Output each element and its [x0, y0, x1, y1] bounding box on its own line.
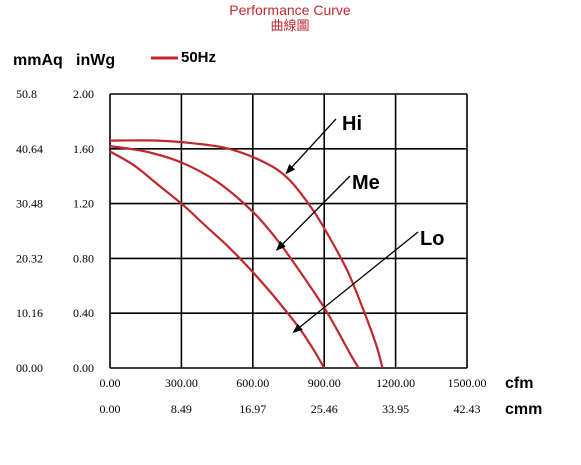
curve-lo: [109, 150, 326, 369]
y-tick-label-inwg: 0.00: [73, 361, 94, 375]
x-tick-label-cfm: 900.00: [308, 376, 341, 390]
x-tick-label-cmm: 42.43: [454, 402, 481, 416]
legend: 50Hz: [151, 49, 216, 66]
y-tick-label-mmaq: 00.00: [16, 361, 43, 375]
curve-hi: [109, 139, 384, 369]
y-tick-label-mmaq: 40.64: [16, 142, 43, 156]
y-tick-label-inwg: 1.20: [73, 197, 94, 211]
x-unit-cmm: cmm: [505, 401, 542, 418]
x-tick-label-cfm: 1200.00: [376, 376, 415, 390]
y-tick-label-inwg: 2.00: [73, 87, 94, 101]
x-tick-label-cmm: 16.97: [239, 402, 266, 416]
y-tick-label-mmaq: 50.8: [16, 87, 37, 101]
curve-me: [109, 145, 360, 369]
x-tick-label-cmm: 25.46: [311, 402, 338, 416]
x-tick-label-cmm: 8.49: [171, 402, 192, 416]
annotations: Hi Me Lo: [275, 113, 444, 334]
chart-subtitle: 曲線圖: [270, 18, 309, 33]
y-tick-label-mmaq: 10.16: [16, 306, 43, 320]
annotation-label-lo: Lo: [420, 228, 444, 250]
y-ticks: 2.00 1.60 1.20 0.80 0.40 0.00 50.8 40.64 30.48 20…: [16, 87, 94, 375]
legend-label-50hz: 50Hz: [181, 49, 216, 66]
x-tick-label-cfm: 600.00: [236, 376, 269, 390]
annotation-arrow-hi: [285, 118, 337, 175]
x-tick-label-cfm: 1500.00: [448, 376, 487, 390]
y-tick-label-mmaq: 30.48: [16, 197, 43, 211]
y-tick-label-mmaq: 20.32: [16, 251, 43, 265]
x-tick-label-cmm: 33.95: [382, 402, 409, 416]
chart-title: Performance Curve: [229, 2, 351, 18]
y-unit-inwg: inWg: [76, 52, 115, 69]
y-tick-label-inwg: 0.80: [73, 251, 94, 265]
annotation-label-hi: Hi: [342, 113, 362, 135]
x-ticks: 0.00 300.00 600.00 900.00 1200.00 1500.00 0.00…: [100, 376, 487, 416]
curves: [109, 139, 384, 369]
plot-grid: [109, 93, 468, 369]
annotation-arrow-me: [275, 175, 351, 251]
x-tick-label-cmm: 0.00: [100, 402, 121, 416]
annotation-label-me: Me: [352, 172, 380, 194]
x-unit-cfm: cfm: [505, 375, 533, 392]
y-tick-label-inwg: 0.40: [73, 306, 94, 320]
x-tick-label-cfm: 300.00: [165, 376, 198, 390]
x-tick-label-cfm: 0.00: [100, 376, 121, 390]
y-unit-mmaq: mmAq: [13, 52, 63, 69]
y-tick-label-inwg: 1.60: [73, 142, 94, 156]
annotation-arrow-lo: [292, 231, 419, 334]
